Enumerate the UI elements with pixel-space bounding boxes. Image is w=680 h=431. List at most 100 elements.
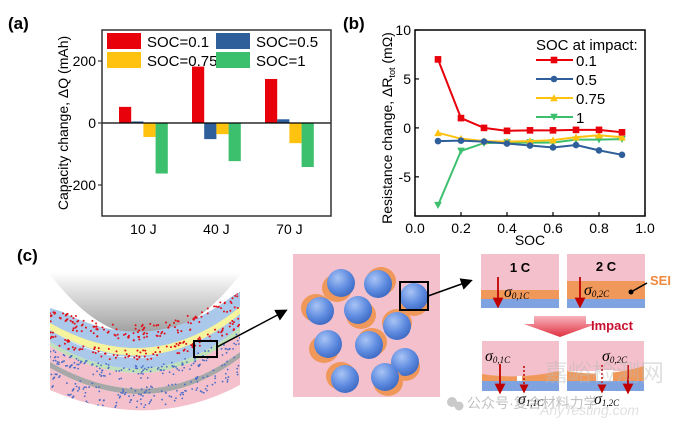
chart-b-legend-marker bbox=[550, 94, 558, 102]
label-impact: Impact bbox=[591, 318, 634, 333]
chart-a-ytick-label: 0 bbox=[88, 115, 96, 131]
chart-a-bar bbox=[204, 123, 217, 140]
chart-a-legend-label: SOC=1 bbox=[256, 53, 306, 70]
chart-b-point bbox=[595, 147, 603, 154]
chart-b-xlabel: SOC bbox=[515, 232, 545, 248]
label-1c: 1 C bbox=[510, 260, 531, 275]
chart-b-point bbox=[434, 201, 442, 210]
sigma-01c: σ0,1C bbox=[504, 284, 530, 301]
chart-b-point bbox=[549, 136, 557, 144]
chart-b-xtick-label: 1.0 bbox=[635, 220, 655, 236]
chart-a-legend-swatch bbox=[107, 33, 141, 49]
chart-a-ylabel: Capacity change, ΔQ (mAh) bbox=[55, 36, 71, 210]
panel-c-schematic: 1 C σ0,1C 2 C σ0,2C SEI Impact σ0,1C bbox=[48, 254, 671, 411]
chart-b-xtick-label: 0.0 bbox=[405, 220, 425, 236]
zoom-arrow-2 bbox=[427, 278, 473, 297]
chart-a-legend-label: SOC=0.5 bbox=[256, 34, 318, 51]
cell-layers bbox=[50, 292, 240, 411]
chart-b-legend-label: 0.5 bbox=[576, 72, 597, 89]
chart-a-legend-swatch bbox=[216, 52, 250, 68]
chart-b-ylabel-unit: (mΩ) bbox=[379, 32, 395, 67]
chart-a-bar bbox=[289, 123, 302, 144]
chart-a-legend: SOC=0.1 SOC=0.5 SOC=0.75 SOC=1 bbox=[107, 33, 318, 70]
chart-b-point bbox=[526, 127, 534, 134]
particle bbox=[327, 269, 355, 297]
chart-b-point bbox=[572, 133, 580, 141]
sigma-02c: σ0,2C bbox=[584, 282, 610, 299]
chart-a-bar bbox=[119, 106, 132, 123]
chart-a-legend-swatch bbox=[107, 52, 141, 68]
chart-b-point bbox=[480, 138, 488, 145]
chart-a-bar bbox=[143, 123, 156, 137]
chart-b-ytick-label: 10 bbox=[395, 22, 411, 38]
chart-a-xtick-label: 10 J bbox=[130, 221, 156, 237]
cathode-particles bbox=[50, 292, 240, 361]
chart-b-legend-marker bbox=[550, 113, 558, 121]
particle bbox=[371, 363, 399, 391]
chart-b-point bbox=[549, 127, 557, 134]
chart-b-point bbox=[618, 129, 626, 136]
panel-label-c: (c) bbox=[17, 246, 38, 265]
chart-b-point bbox=[480, 124, 488, 132]
label-sei: SEI bbox=[650, 273, 671, 288]
zoom-arrow-1 bbox=[216, 309, 288, 348]
panel-label-a: (a) bbox=[8, 14, 29, 33]
chart-b-ylabel-main: Resistance change, ΔR bbox=[379, 78, 395, 224]
chart-b-ylabel-sub: tot bbox=[387, 67, 397, 78]
chart-a: Capacity change, ΔQ (mAh) -200 0 200 SOC=0… bbox=[55, 29, 332, 237]
chart-a-bar bbox=[216, 123, 229, 135]
chart-b-point bbox=[503, 127, 511, 135]
panel-label-b: (b) bbox=[343, 14, 365, 33]
chart-b-point bbox=[434, 128, 442, 137]
chart-b-legend-label: 0.75 bbox=[576, 91, 605, 108]
chart-a-bar bbox=[301, 123, 314, 168]
chart-a-bar bbox=[155, 123, 168, 174]
chart-a-bar bbox=[192, 66, 205, 123]
chart-b-point bbox=[526, 137, 534, 145]
particle bbox=[391, 348, 419, 376]
chart-b-legend-marker bbox=[550, 56, 558, 64]
chart-b-ytick-label: 0 bbox=[403, 120, 411, 136]
chart-b-xtick-label: 0.8 bbox=[589, 220, 609, 236]
chart-a-legend-swatch bbox=[216, 33, 250, 49]
chart-b-xtick-label: 0.4 bbox=[497, 220, 517, 236]
chart-b-point bbox=[457, 147, 465, 155]
chart-b-point bbox=[618, 151, 626, 159]
chart-b-legend: SOC at impact:0.1 0.5 0.75 1 bbox=[536, 37, 638, 127]
chart-b-point bbox=[595, 131, 603, 139]
chart-a-xtick-label: 70 J bbox=[276, 221, 302, 237]
chart-b-point bbox=[434, 56, 442, 63]
chart-b-point bbox=[434, 137, 442, 145]
anode-particles bbox=[50, 333, 240, 409]
chart-b-point bbox=[572, 126, 580, 134]
chart-a-legend-label: SOC=0.75 bbox=[147, 53, 217, 70]
watermark-text-3: AnyTesting.com bbox=[539, 402, 639, 418]
chart-a-bar bbox=[277, 119, 290, 123]
particle bbox=[331, 365, 359, 393]
chart-b-point bbox=[572, 141, 580, 149]
chart-b-ytick-label: 5 bbox=[403, 71, 411, 87]
chart-b-legend-label: 0.1 bbox=[576, 53, 597, 70]
chart-a-frame bbox=[101, 29, 332, 217]
watermark: 公众号·复合材料力学 嘉峪检测网 AnyTesting.com bbox=[447, 360, 664, 418]
chart-b-point bbox=[549, 144, 557, 151]
active-particles bbox=[301, 267, 429, 396]
watermark-text-1: 公众号·复合材料力学 bbox=[467, 395, 598, 411]
chart-b-ylabel: Resistance change, ΔRtot (mΩ) bbox=[379, 32, 397, 224]
chart-a-ytick-label: -200 bbox=[68, 177, 96, 193]
sigma-02c-after: σ0,2C bbox=[602, 348, 628, 365]
chart-b-point bbox=[457, 137, 465, 144]
zoom-box-1 bbox=[193, 340, 218, 358]
chart-b-point bbox=[595, 126, 603, 134]
chart-b-legend-marker bbox=[550, 75, 558, 83]
sei-1c-before: 1 C σ0,1C bbox=[481, 254, 559, 309]
chart-a-bar bbox=[131, 121, 144, 123]
sei-2c-after: σ0,2C σ1,2C bbox=[567, 341, 644, 408]
watermark-text-2: 嘉峪检测网 bbox=[544, 360, 664, 387]
chart-b-point bbox=[503, 140, 511, 147]
particle bbox=[364, 270, 392, 298]
particle bbox=[400, 283, 428, 311]
chart-a-bar bbox=[265, 78, 278, 123]
chart-b-xtick-label: 0.2 bbox=[451, 220, 471, 236]
